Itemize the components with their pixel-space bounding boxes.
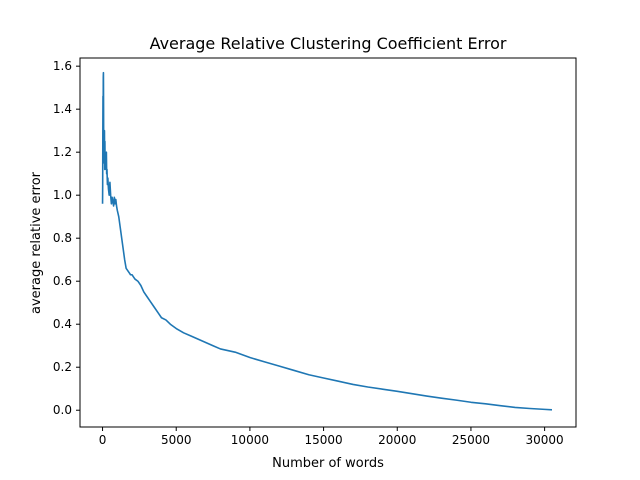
- y-tick-label: 1.0: [53, 188, 72, 202]
- series-line-0: [101, 71, 553, 411]
- y-tick-label: 0.4: [53, 317, 72, 331]
- x-tick-label: 5000: [161, 433, 192, 447]
- x-tick-label: 30000: [526, 433, 564, 447]
- axes-frame: [79, 57, 577, 428]
- y-tick-label: 1.2: [53, 145, 72, 159]
- x-axis-label: Number of words: [272, 456, 384, 471]
- x-tick-label: 10000: [231, 433, 269, 447]
- plot-area: 0 5000 10000 15000 20000 25000 30000 0.0 0.2 0.4 0…: [53, 57, 577, 447]
- y-axis-label: average relative error: [29, 171, 44, 314]
- x-tick-label: 20000: [378, 433, 416, 447]
- y-tick-label: 1.4: [53, 102, 72, 116]
- x-tick-label: 0: [99, 433, 107, 447]
- x-tick-label: 25000: [452, 433, 490, 447]
- y-tick-label: 0.0: [53, 403, 72, 417]
- chart-title: Average Relative Clustering Coefficient …: [150, 34, 507, 53]
- y-tick-label: 0.6: [53, 274, 72, 288]
- x-tick-label: 15000: [304, 433, 342, 447]
- y-tick-label: 0.2: [53, 360, 72, 374]
- y-tick-label: 1.6: [53, 59, 72, 73]
- y-tick-label: 0.8: [53, 231, 72, 245]
